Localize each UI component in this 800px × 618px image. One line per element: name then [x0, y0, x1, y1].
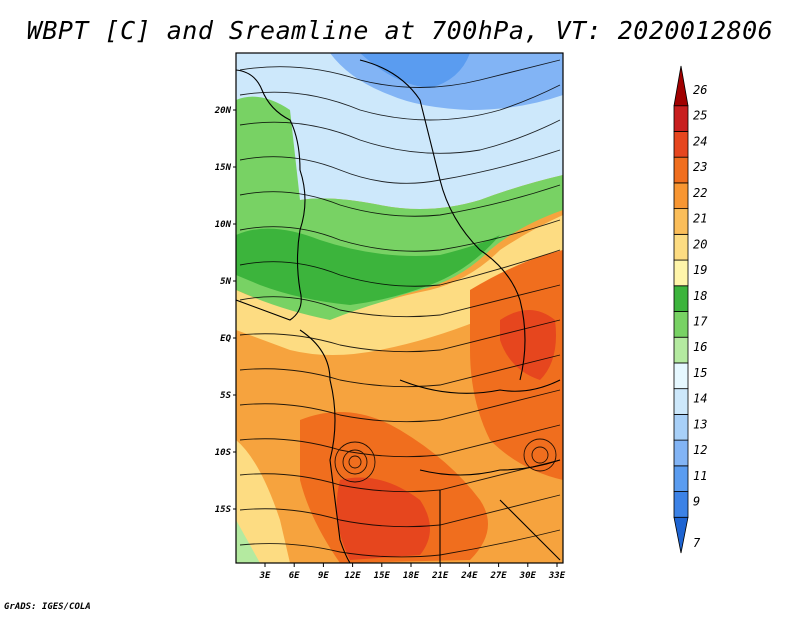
lon-tick-label: 30E	[519, 571, 537, 581]
colorbar-label: 24	[693, 134, 707, 148]
lat-tick-label: 5S	[220, 391, 231, 401]
colorbar-segment	[673, 285, 689, 312]
colorbar-segment	[673, 182, 689, 210]
longitude-axis: 3E 6E 9E 12E 15E 18E 21E 24E 27E 30E 33E	[259, 563, 566, 581]
colorbar-label: 19	[693, 263, 707, 277]
wbpt-shading	[236, 53, 563, 563]
colorbar-label: 23	[693, 160, 707, 174]
plot-frame	[235, 52, 564, 564]
colorbar-segment	[673, 465, 689, 492]
colorbar-label: 12	[693, 443, 707, 457]
colorbar-segment	[673, 388, 689, 415]
lon-tick-label: 24E	[460, 571, 478, 581]
lon-tick-label: 9E	[318, 571, 329, 581]
colorbar-segment	[673, 439, 689, 467]
lat-tick-label: 10S	[215, 448, 232, 458]
grads-credit: GrADS: IGES/COLA	[4, 602, 91, 612]
colorbar-segment	[673, 362, 689, 390]
lon-tick-label: 3E	[259, 571, 271, 581]
colorbar-label: 18	[693, 289, 707, 303]
colorbar-segment	[673, 336, 689, 364]
lon-tick-label: 18E	[403, 571, 420, 581]
colorbar-label: 26	[693, 83, 707, 97]
colorbar-label: 9	[693, 495, 700, 509]
map-title: WBPT [C] and Sreamline at 700hPa, VT: 20…	[26, 16, 774, 45]
lat-tick-label: EQ	[220, 334, 231, 344]
lon-tick-label: 15E	[374, 571, 391, 581]
colorbar-label: 17	[693, 315, 708, 329]
colorbar-segment	[673, 156, 689, 184]
colorbar-label: 14	[693, 392, 707, 406]
hot-core-east	[500, 310, 556, 380]
colorbar-label: 22	[693, 186, 707, 200]
colorbar-segment	[673, 413, 689, 441]
lon-tick-label: 21E	[431, 571, 449, 581]
dark-green-band	[236, 228, 500, 305]
colorbar-bottom-arrow	[673, 516, 689, 554]
colorbar-label: 15	[693, 366, 707, 380]
lon-tick-label: 33E	[548, 571, 566, 581]
lon-tick-label: 27E	[489, 571, 507, 581]
colorbar-segment	[673, 131, 689, 158]
colorbar-label: 20	[693, 237, 707, 251]
lon-tick-label: 6E	[289, 571, 300, 581]
colorbar-label: 16	[693, 340, 707, 354]
colorbar-segment	[673, 208, 689, 235]
colorbar-segment	[673, 233, 689, 261]
yellow-west-coast	[236, 440, 290, 563]
colorbar-label: 7	[693, 536, 701, 550]
colorbar-segment	[673, 105, 689, 132]
lat-tick-label: 15S	[215, 505, 232, 515]
colorbar-label: 11	[693, 469, 707, 483]
colorbar-segment	[673, 259, 689, 287]
pale-west	[236, 520, 260, 563]
colorbar-label: 13	[693, 417, 707, 431]
transition-yellow	[236, 215, 563, 355]
hot-core-south	[336, 477, 430, 560]
lon-tick-label: 12E	[344, 571, 361, 581]
colorbar-label: 21	[693, 212, 707, 226]
colorbar-top-arrow	[673, 65, 689, 107]
colorbar-segment	[673, 491, 689, 518]
lat-tick-label: 15N	[215, 163, 232, 173]
latitude-axis: 20N 15N 10N 5N EQ 5S 10S 15S	[214, 106, 236, 515]
lat-tick-label: 20N	[214, 106, 232, 116]
country-borders	[236, 59, 561, 563]
colorbar: 7 9 11 12 13 14 15 16 17 18 19 20 21 22 23 24 25 26	[673, 65, 708, 554]
lat-tick-label: 10N	[215, 220, 232, 230]
lat-tick-label: 5N	[220, 277, 231, 287]
deep-cold-core	[360, 53, 470, 88]
colorbar-label: 25	[693, 109, 707, 123]
colorbar-segment	[673, 311, 689, 338]
